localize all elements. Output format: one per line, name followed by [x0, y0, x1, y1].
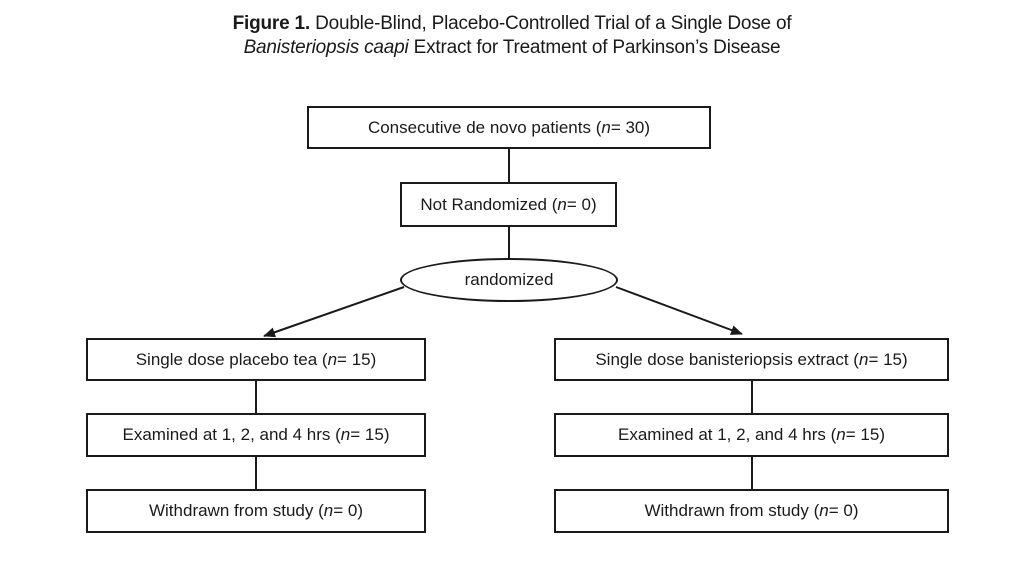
figure-title-text: Double-Blind, Placebo-Controlled Trial o… [315, 13, 792, 34]
figure-title-line-2: Banisteriopsis caapi Extract for Treatme… [0, 36, 1024, 60]
figure-title-rest: Extract for Treatment of Parkinson’s Dis… [408, 37, 781, 58]
box-extract-dose: Single dose banisteriopsis extract (n = … [554, 338, 949, 381]
figure-label: Figure 1. [232, 13, 311, 34]
box-placebo-withdrawn: Withdrawn from study (n = 0) [86, 489, 426, 533]
box-placebo-examined: Examined at 1, 2, and 4 hrs (n = 15) [86, 413, 426, 457]
box-not-randomized: Not Randomized (n = 0) [400, 182, 617, 227]
box-placebo-dose: Single dose placebo tea (n = 15) [86, 338, 426, 381]
species-name: Banisteriopsis caapi [243, 37, 409, 58]
arrow-randomized-to-extract [615, 286, 743, 335]
arrow-randomized-to-placebo [263, 286, 405, 338]
box-extract-withdrawn: Withdrawn from study (n = 0) [554, 489, 949, 533]
figure-title-line-1: Figure 1. Double-Blind, Placebo-Controll… [0, 12, 1024, 36]
box-extract-examined: Examined at 1, 2, and 4 hrs (n = 15) [554, 413, 949, 457]
box-consecutive-patients: Consecutive de novo patients (n = 30) [307, 106, 711, 149]
oval-randomized: randomized [400, 258, 618, 302]
